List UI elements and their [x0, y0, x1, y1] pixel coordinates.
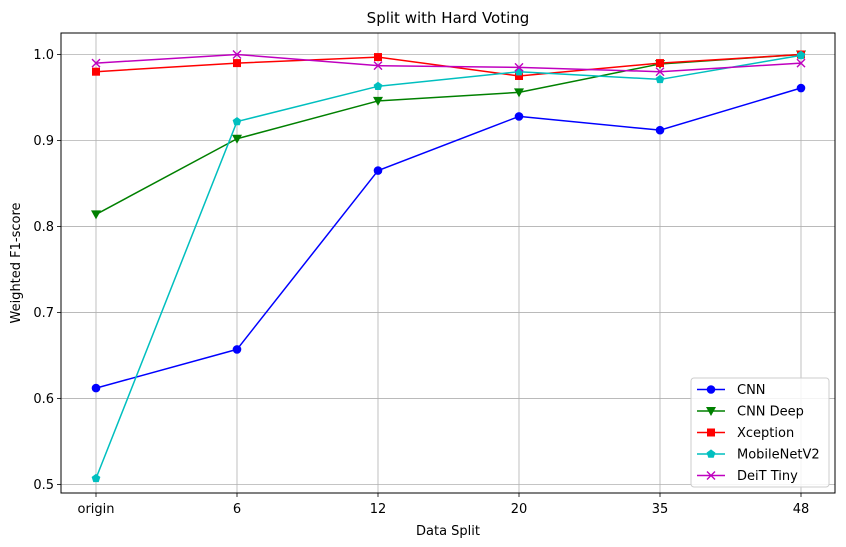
legend-marker — [706, 449, 716, 458]
series-line-deit-tiny — [95, 53, 802, 73]
series-line-mobilenetv2 — [95, 54, 802, 479]
data-point-xception — [92, 67, 100, 76]
legend-item-cnn-deep: CNN Deep — [697, 405, 804, 420]
series-line-cnn — [95, 87, 802, 389]
y-tick-label: 0.9 — [33, 134, 54, 149]
legend-item-xception: Xception — [697, 426, 794, 441]
legend-marker — [707, 428, 715, 437]
x-tick-label: 6 — [233, 502, 241, 517]
y-axis: 0.5 0.6 0.7 0.8 0.9 1.0 — [33, 48, 61, 493]
data-point-mobilenetv2 — [91, 473, 101, 483]
x-axis-label: Data Split — [416, 524, 480, 539]
series-mobilenetv2 — [91, 50, 806, 483]
legend-item-mobilenetv2: MobileNetV2 — [697, 448, 820, 463]
x-tick-label: 48 — [793, 502, 810, 517]
data-point-cnn — [232, 345, 242, 354]
data-point-cnn-deep — [373, 96, 383, 106]
plot-frame — [60, 32, 836, 494]
data-point-xception — [374, 53, 382, 62]
legend-label: Xception — [737, 426, 794, 441]
data-point-mobilenetv2 — [796, 50, 806, 60]
data-point-deit-tiny — [655, 67, 665, 77]
y-tick-label: 0.7 — [33, 306, 54, 321]
data-point-cnn-deep — [232, 134, 242, 144]
y-tick-label: 0.5 — [33, 478, 54, 493]
data-point-cnn — [796, 83, 806, 93]
legend-label: DeiT Tiny — [737, 469, 798, 484]
series-group — [91, 50, 806, 483]
x-tick-label: origin — [77, 502, 114, 517]
y-tick-label: 0.6 — [33, 392, 54, 407]
grid — [61, 33, 835, 493]
legend-marker — [706, 471, 716, 480]
data-point-cnn — [655, 125, 665, 135]
series-deit-tiny — [91, 50, 806, 77]
data-point-cnn-deep — [91, 210, 101, 220]
data-point-cnn — [373, 166, 383, 175]
data-point-mobilenetv2 — [232, 116, 242, 126]
y-tick-label: 1.0 — [33, 48, 54, 63]
x-axis: origin 6 12 20 35 48 — [77, 493, 809, 517]
chart-title: Split with Hard Voting — [367, 9, 530, 27]
legend-label: CNN Deep — [737, 405, 804, 420]
data-point-mobilenetv2 — [373, 81, 383, 91]
y-tick-label: 0.8 — [33, 220, 54, 235]
y-axis-label: Weighted F1-score — [9, 202, 24, 323]
data-point-mobilenetv2 — [655, 74, 665, 84]
legend-label: CNN — [737, 383, 766, 398]
legend-label: MobileNetV2 — [737, 448, 820, 463]
series-cnn-deep — [91, 50, 806, 220]
data-point-deit-tiny — [232, 50, 242, 59]
series-xception — [92, 50, 805, 80]
data-point-deit-tiny — [514, 62, 524, 72]
data-point-cnn — [91, 383, 101, 393]
legend-item-cnn: CNN — [697, 383, 766, 398]
legend-marker — [706, 385, 716, 394]
data-point-xception — [656, 59, 664, 68]
data-point-deit-tiny — [796, 58, 806, 68]
data-point-cnn — [514, 112, 524, 121]
data-point-xception — [233, 59, 241, 68]
legend-box — [690, 377, 830, 488]
x-tick-label: 35 — [652, 502, 669, 517]
legend-item-deit-tiny: DeiT Tiny — [697, 469, 798, 484]
data-point-deit-tiny — [373, 61, 383, 71]
x-tick-label: 12 — [370, 502, 387, 517]
data-point-xception — [515, 71, 523, 80]
legend-marker — [706, 407, 716, 416]
data-point-deit-tiny — [91, 58, 101, 68]
data-point-cnn-deep — [514, 88, 524, 98]
legend: CNN CNN Deep Xception MobileNetV2 DeiT Tiny — [690, 377, 830, 488]
series-cnn — [91, 83, 806, 393]
x-tick-label: 20 — [511, 502, 528, 517]
